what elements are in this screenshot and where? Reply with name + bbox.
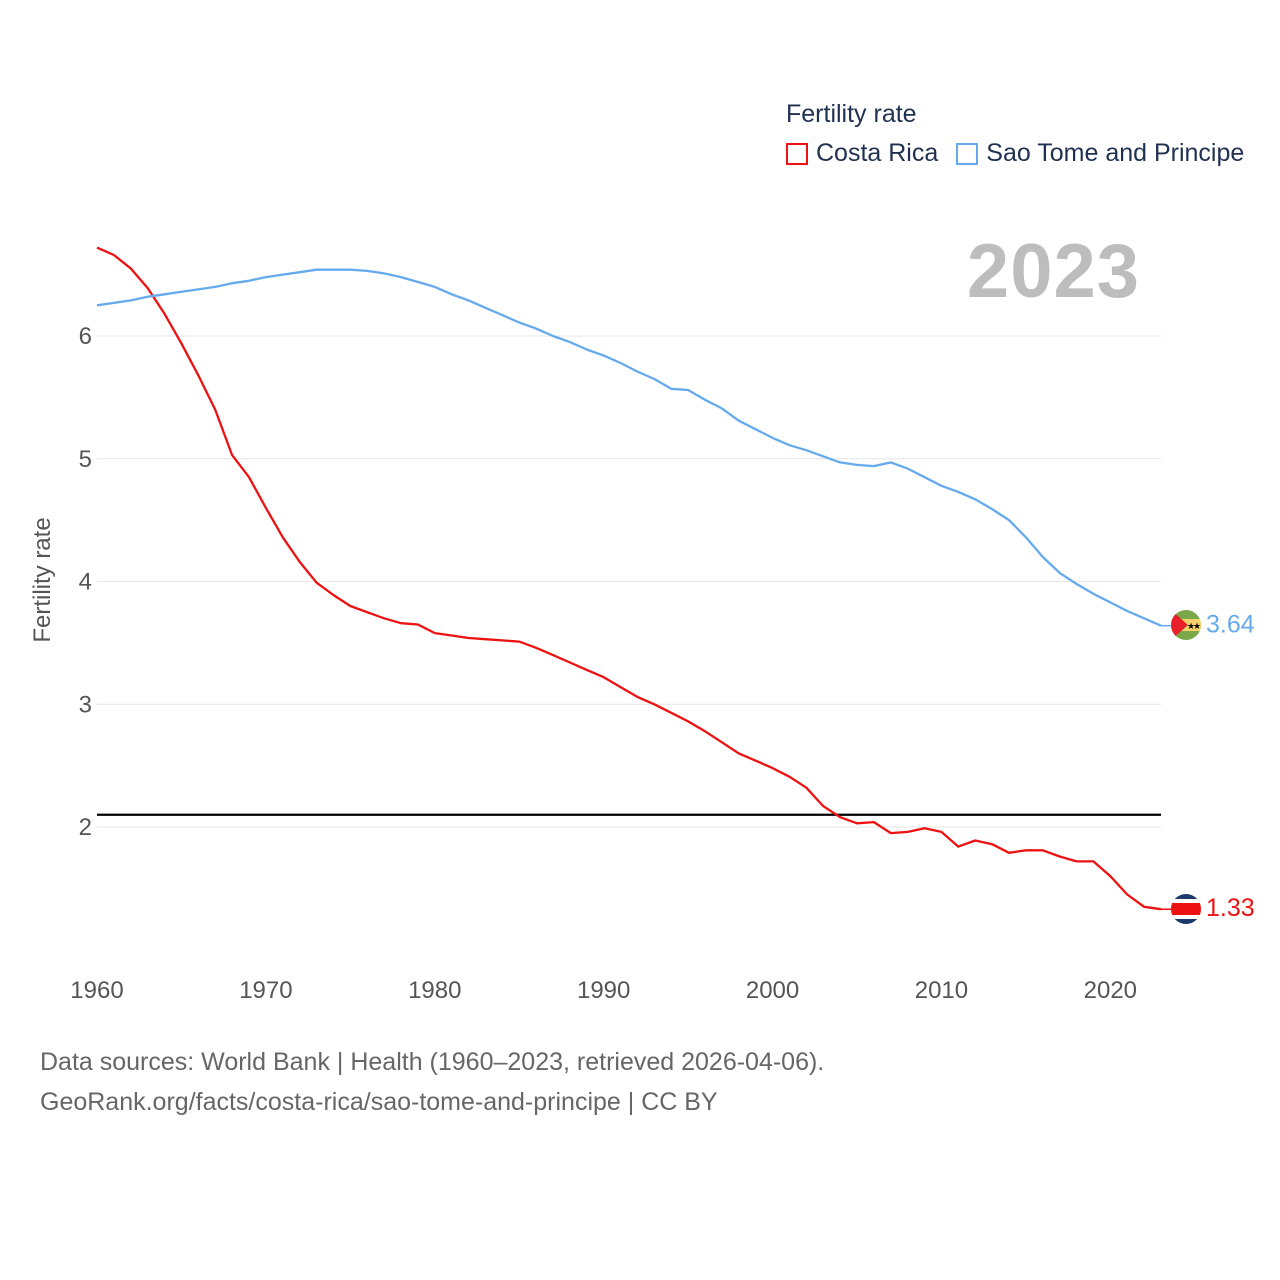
legend-title: Fertility rate xyxy=(786,100,917,128)
y-tick-label: 6 xyxy=(79,323,92,350)
series-line-sao-tome-and-principe xyxy=(96,268,1162,627)
legend-item-costa-rica[interactable]: Costa Rica xyxy=(786,139,938,168)
x-tick-label: 2020 xyxy=(1084,977,1137,1004)
legend-label-costa-rica: Costa Rica xyxy=(816,139,939,167)
svg-text:★: ★ xyxy=(1187,621,1195,631)
x-tick-label: 2010 xyxy=(915,977,968,1004)
end-value-label-costa-rica: 1.33 xyxy=(1206,894,1255,922)
end-value-label-sao-tome-and-principe: 3.64 xyxy=(1206,611,1255,639)
end-markers: ★ ★ 1.33 3.64 xyxy=(1171,610,1255,924)
y-tick-label: 2 xyxy=(79,814,92,841)
y-tick-label: 5 xyxy=(79,446,92,473)
x-tick-label: 1960 xyxy=(70,977,123,1004)
year-watermark: 2023 xyxy=(966,229,1140,314)
axes: 2 3 4 5 6 1960 1970 1980 1990 2000 2010 2020 xyxy=(70,323,1137,1004)
footer: Data sources: World Bank | Health (1960–… xyxy=(40,1042,824,1122)
legend-label-sao-tome: Sao Tome and Principe xyxy=(986,139,1245,167)
sao-tome-flag-icon: ★ ★ xyxy=(1171,610,1201,640)
series xyxy=(96,246,1172,911)
costa-rica-flag-icon xyxy=(1171,894,1201,924)
series-line-costa-rica xyxy=(96,246,1162,911)
legend: Fertility rate Costa Rica Sao Tome and P… xyxy=(786,100,1262,168)
legend-swatch-costa-rica xyxy=(786,142,808,165)
x-tick-label: 1980 xyxy=(408,977,461,1004)
attribution-line: GeoRank.org/facts/costa-rica/sao-tome-an… xyxy=(40,1088,718,1116)
x-tick-label: 1970 xyxy=(239,977,292,1004)
y-axis-title: Fertility rate xyxy=(29,517,56,643)
svg-text:★: ★ xyxy=(1193,621,1201,631)
x-tick-label: 1990 xyxy=(577,977,630,1004)
x-tick-label: 2000 xyxy=(746,977,799,1004)
y-tick-label: 3 xyxy=(79,691,92,718)
grid xyxy=(97,335,1161,828)
y-tick-label: 4 xyxy=(79,569,92,596)
legend-swatch-sao-tome xyxy=(956,142,979,165)
legend-item-sao-tome[interactable]: Sao Tome and Principe xyxy=(956,139,1244,168)
source-line: Data sources: World Bank | Health (1960–… xyxy=(40,1048,825,1076)
